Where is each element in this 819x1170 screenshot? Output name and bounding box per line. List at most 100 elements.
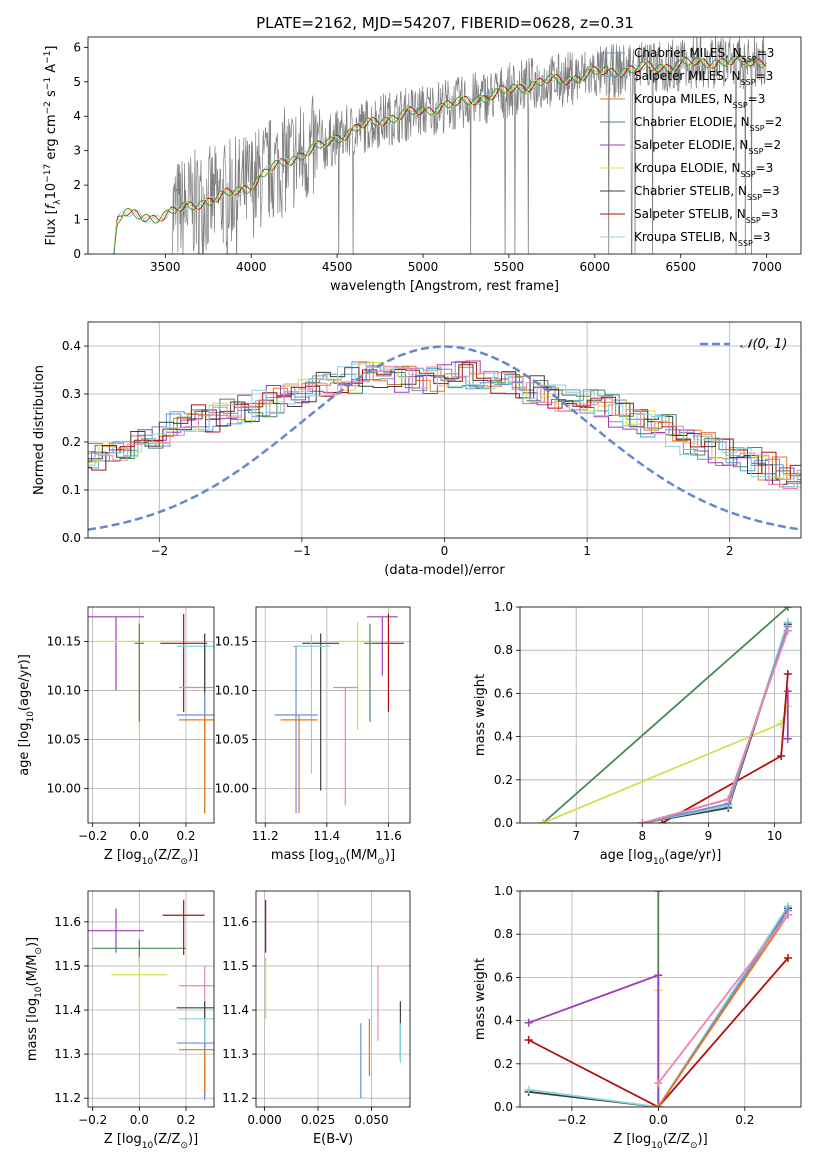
y-axis-label-part: A — [44, 64, 59, 77]
x-tick-label: 6000 — [580, 260, 611, 274]
y-axis-label-part: mass [log — [25, 998, 40, 1061]
y-tick-label: 10.10 — [47, 683, 81, 697]
x-tick-label: 3500 — [150, 260, 181, 274]
axes-frame — [87, 606, 215, 824]
legend-entry-name: Chabrier MILES, N — [634, 46, 742, 60]
legend-entry: Kroupa MILES, NSSP=3 — [634, 92, 765, 110]
legend-entry-tail: =3 — [761, 207, 779, 221]
model-salpeter_stelib-line — [113, 55, 767, 254]
series-marker — [784, 910, 793, 919]
legend-entry-tail: =2 — [763, 138, 781, 152]
x-axis-label-part: 10 — [651, 1141, 663, 1151]
series-chabrier_elodie-line — [542, 607, 789, 823]
y-axis-label-part: −17 — [43, 164, 53, 183]
series-salpeter_elodie-line — [528, 973, 660, 1107]
y-tick-label: 10.00 — [47, 782, 81, 796]
series-kroupa_miles-line — [657, 914, 789, 1107]
y-tick-label: 0.2 — [494, 773, 513, 787]
series-pink-line — [657, 914, 789, 1084]
y-tick-label: 0.8 — [494, 927, 513, 941]
x-tick-label: 0.050 — [354, 1113, 388, 1127]
legend-entry-name: Kroupa STELIB, N — [634, 230, 738, 244]
errorbar-point — [88, 908, 144, 953]
y-tick-label: 10.05 — [47, 733, 81, 747]
x-axis-label-part: age [log — [600, 848, 653, 863]
y-tick-label: 11.4 — [54, 1003, 81, 1017]
x-axis-label-part: mass [log — [271, 848, 334, 863]
series-marker — [784, 953, 793, 962]
legend-entry-name: Salpeter STELIB, N — [634, 207, 746, 221]
legend-entry-sub: SSP — [742, 55, 757, 64]
x-tick-label: 5500 — [494, 260, 525, 274]
series-marker — [783, 607, 792, 611]
legend-entry-name: Chabrier ELODIE, N — [634, 115, 750, 129]
legend-entry: Salpeter STELIB, NSSP=3 — [634, 207, 778, 225]
x-axis-label-part: 10 — [142, 857, 154, 867]
plot-area — [88, 899, 214, 1101]
axes-mass_weight_vs_z: −0.2 0.0 0.2 0.0 0.2 0.4 0.6 0.8 1.0 Z [log10(Z/Z… — [473, 884, 802, 1151]
y-tick-label: 11.2 — [54, 1091, 81, 1105]
x-axis-label-part: )] — [188, 848, 198, 863]
normal-curve-line — [88, 345, 801, 531]
legend-entry-sub: SSP — [741, 78, 756, 87]
y-tick-label: 11.4 — [222, 1003, 249, 1017]
x-tick-label: 7 — [572, 829, 580, 843]
x-axis-label: Z [log10(Z/Z⊙)] — [104, 848, 198, 867]
y-axis-label-part: (M/M — [25, 955, 40, 987]
y-axis-label-part: λ — [53, 199, 63, 205]
legend-entry-name: Kroupa MILES, N — [634, 92, 733, 106]
y-tick-label: 0.2 — [62, 435, 81, 449]
legend-entry-tail: =3 — [757, 46, 775, 60]
legend-entry: Kroupa STELIB, NSSP=3 — [634, 230, 771, 248]
x-axis-label: (data-model)/error — [384, 563, 505, 578]
series-marker — [654, 891, 663, 895]
y-axis-label-part: 10 — [44, 183, 59, 200]
series-marker — [783, 687, 792, 696]
y-axis-label-part: s — [44, 90, 59, 101]
y-tick-label: 0.6 — [494, 686, 513, 700]
x-tick-label: −2 — [150, 544, 168, 558]
y-axis-label-part: age [log — [17, 723, 32, 776]
x-tick-label: −0.2 — [78, 1113, 107, 1127]
axes-frame — [519, 606, 802, 824]
legend-entry-sub: SSP — [750, 124, 765, 133]
histogram-salpeter_miles — [88, 360, 801, 480]
axes-frame — [255, 606, 411, 824]
x-axis-label: Z [log10(Z/Z⊙)] — [104, 1132, 198, 1151]
series-marker — [524, 1036, 533, 1045]
errorbar-point — [339, 621, 377, 730]
x-axis-label-part: ⊙ — [180, 1141, 188, 1151]
legend-entry-tail: =3 — [748, 92, 766, 106]
legend-entry: Chabrier STELIB, NSSP=3 — [634, 184, 780, 202]
x-axis-label-part: 10 — [334, 857, 346, 867]
plot-area — [539, 607, 792, 823]
y-axis-label: age [log10(age/yr)] — [17, 654, 36, 776]
y-tick-label: 0.6 — [494, 970, 513, 984]
errorbar-point — [302, 633, 340, 791]
x-axis-label-part: Z [log — [104, 848, 142, 863]
y-tick-label: 0.4 — [62, 339, 81, 353]
plot-area — [274, 613, 404, 814]
y-tick-label: 0.4 — [494, 1014, 513, 1028]
x-tick-label: 8 — [638, 829, 646, 843]
errorbar-point — [162, 899, 205, 955]
x-axis-label: age [log10(age/yr)] — [600, 848, 722, 867]
x-tick-label: 0.0 — [130, 829, 149, 843]
series-marker — [524, 1085, 533, 1094]
axes-frame — [255, 890, 411, 1108]
model-chabrier_elodie-line — [113, 55, 767, 254]
errorbar-point — [160, 613, 207, 713]
legend-entry: Salpeter MILES, NSSP=3 — [634, 69, 773, 87]
series-marker — [654, 971, 663, 980]
legend-entry: Kroupa ELODIE, NSSP=3 — [634, 161, 773, 179]
y-tick-label: 10.15 — [47, 634, 81, 648]
y-tick-label: 0.3 — [62, 387, 81, 401]
legend-entry-sub: SSP — [747, 193, 762, 202]
axes-frame — [87, 36, 802, 255]
axes-mass_vs_z: −0.2 0.0 0.211.211.311.411.511.6Z [log10(Z… — [25, 890, 215, 1151]
series-kroupa_stelib-line — [528, 905, 789, 1107]
x-tick-label: 10 — [767, 829, 782, 843]
x-tick-label: 11.4 — [313, 829, 340, 843]
y-tick-label: 10.10 — [215, 683, 249, 697]
